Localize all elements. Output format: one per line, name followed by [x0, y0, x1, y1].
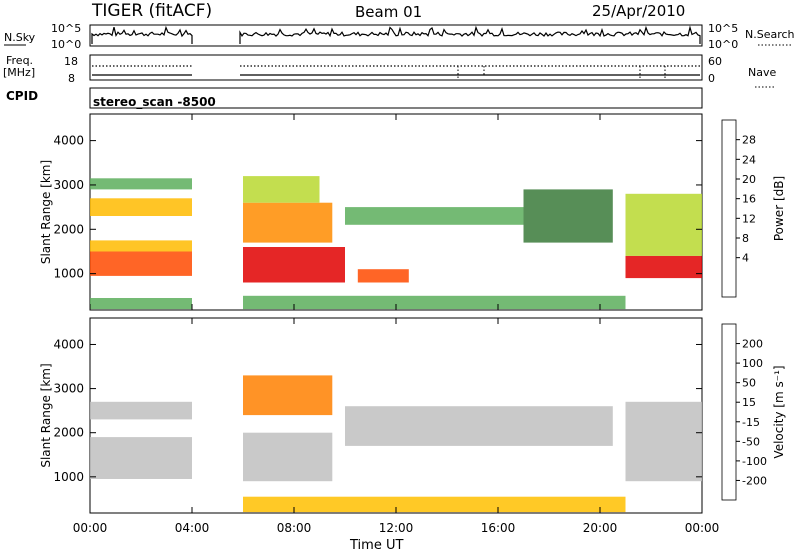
- y-tick-label: 4000: [53, 134, 84, 148]
- data-region: [90, 240, 192, 252]
- nsky-tick-bottom: 10^0: [51, 38, 81, 51]
- nsky-tick-top: 10^5: [51, 22, 81, 35]
- data-region: [625, 255, 702, 279]
- freq-tick-bottom: 8: [68, 72, 75, 85]
- data-region: [243, 176, 320, 203]
- colorbar-tick-label: -100: [742, 455, 767, 468]
- colorbar-tick-label: -200: [742, 474, 767, 487]
- data-region: [243, 496, 626, 513]
- y-tick-label: 1000: [53, 470, 84, 484]
- cpid-label: CPID: [6, 89, 38, 103]
- cpid-frame: [89, 87, 703, 109]
- colorbar-tick-label: 8: [742, 232, 749, 245]
- colorbar-tick-label: 4: [742, 252, 749, 265]
- colorbar-tick-label: 24: [742, 153, 756, 166]
- y-axis-title: Slant Range [km]: [39, 160, 53, 264]
- colorbar-frame: [721, 323, 737, 501]
- y-tick-label: 2000: [53, 426, 84, 440]
- y-tick-label: 2000: [53, 222, 84, 236]
- y-tick-label: 3000: [53, 382, 84, 396]
- x-tick-label: 08:00: [277, 521, 312, 535]
- colorbar-tick-label: -50: [742, 435, 760, 448]
- nave-label: Nave: [748, 66, 776, 79]
- data-region: [90, 251, 192, 276]
- data-region: [90, 198, 192, 216]
- x-tick-label: 20:00: [583, 521, 618, 535]
- x-axis-title: Time UT: [349, 538, 403, 553]
- freq-unit-label: [MHz]: [3, 66, 35, 79]
- x-tick-label: 16:00: [481, 521, 516, 535]
- colorbar-title: Velocity [m s⁻¹]: [772, 365, 786, 458]
- x-tick-label: 00:00: [73, 521, 108, 535]
- y-axis-title: Slant Range [km]: [39, 363, 53, 467]
- colorbar-tick-label: 16: [742, 193, 756, 206]
- colorbar-tick-label: 100: [742, 357, 763, 370]
- data-region: [625, 193, 702, 256]
- y-tick-label: 3000: [53, 178, 84, 192]
- nsky-trace: [91, 25, 193, 44]
- data-region: [90, 298, 192, 310]
- colorbar-tick-label: -15: [742, 416, 760, 429]
- nsearch-tick-bottom: 10^0: [708, 38, 738, 51]
- cpid-strip: [89, 87, 703, 109]
- freq-strip: [89, 54, 703, 81]
- colorbar-tick-label: 15: [742, 396, 756, 409]
- nsky-trace: [239, 25, 701, 44]
- colorbar-tick-label: 200: [742, 338, 763, 351]
- data-region: [243, 375, 333, 416]
- plot-title: TIGER (fitACF): [91, 1, 212, 21]
- freq-frame: [89, 54, 703, 81]
- nsky-label: N.Sky: [4, 31, 36, 44]
- nsky-strip: [89, 24, 703, 47]
- colorbar-tick-label: 20: [742, 173, 756, 186]
- data-region: [345, 406, 613, 446]
- x-tick-label: 04:00: [175, 521, 210, 535]
- y-tick-label: 4000: [53, 337, 84, 351]
- colorbar-tick-label: 12: [742, 212, 756, 225]
- nsearch-tick-top: 10^5: [708, 22, 738, 35]
- data-region: [243, 247, 345, 283]
- y-tick-label: 1000: [53, 267, 84, 281]
- cpid-value: stereo_scan -8500: [93, 95, 216, 110]
- time-axis: 00:00 04:00 08:00 12:00 16:00 20:00 00:00: [73, 521, 720, 535]
- data-region: [243, 295, 626, 310]
- date-label: 25/Apr/2010: [592, 2, 685, 20]
- nave-tick-bottom: 0: [708, 72, 715, 85]
- beam-label: Beam 01: [355, 3, 422, 21]
- freq-label: Freq.: [6, 54, 33, 67]
- freq-tick-top: 18: [64, 55, 78, 68]
- data-region: [243, 432, 333, 482]
- data-region: [90, 178, 192, 190]
- colorbar-tick-label: 28: [742, 134, 756, 147]
- data-region: [357, 269, 409, 283]
- data-region: [243, 202, 333, 243]
- colorbar-frame: [721, 119, 737, 298]
- colorbar-tick-label: 50: [742, 377, 756, 390]
- data-region: [523, 189, 613, 243]
- data-region: [90, 401, 192, 420]
- x-tick-label: 12:00: [379, 521, 414, 535]
- nsearch-label: N.Search: [745, 28, 795, 41]
- data-region: [625, 401, 702, 482]
- x-tick-label: 00:00: [685, 521, 720, 535]
- nsky-frame: [89, 24, 703, 47]
- data-region: [345, 207, 524, 225]
- colorbar-title: Power [dB]: [772, 176, 786, 241]
- data-region: [90, 437, 192, 479]
- nave-tick-top: 60: [708, 55, 722, 68]
